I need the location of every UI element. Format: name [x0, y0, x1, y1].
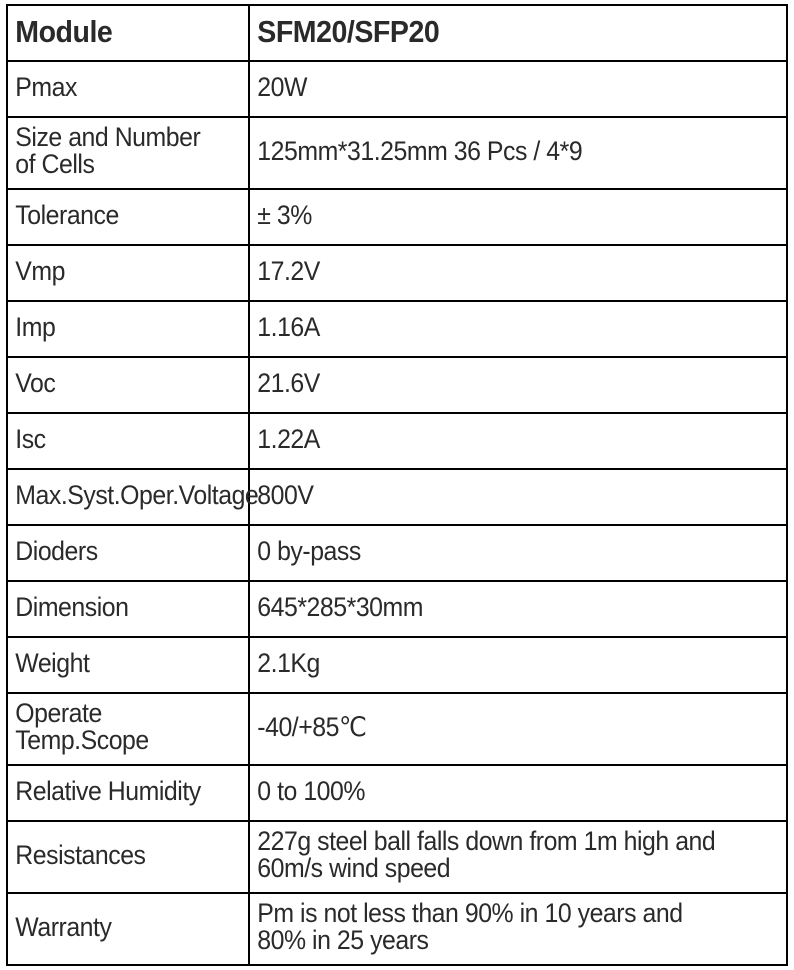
- row-value: 0 by-pass: [249, 525, 744, 581]
- row-label: Relative Humidity: [7, 765, 229, 821]
- row-label: Size and Number of Cells: [7, 117, 229, 189]
- spec-table-container: Module SFM20/SFP20 Pmax 20W Size and Num…: [0, 0, 794, 970]
- row-value: 1.16A: [249, 301, 744, 357]
- table-row: Isc 1.22A: [7, 413, 787, 469]
- table-row: Tolerance ± 3%: [7, 189, 787, 245]
- row-label: Voc: [7, 357, 229, 413]
- row-value: 645*285*30mm: [249, 581, 744, 637]
- table-header-row: Module SFM20/SFP20: [7, 5, 787, 61]
- row-value: -40/+85℃: [249, 693, 744, 765]
- table-row: Weight 2.1Kg: [7, 637, 787, 693]
- row-label: Max.Syst.Oper.Voltage: [7, 469, 229, 525]
- row-label: Imp: [7, 301, 229, 357]
- row-label: Operate Temp.Scope: [7, 693, 229, 765]
- table-row: Operate Temp.Scope -40/+85℃: [7, 693, 787, 765]
- row-label: Warranty: [7, 893, 229, 965]
- table-row: Imp 1.16A: [7, 301, 787, 357]
- row-label: Resistances: [7, 821, 229, 893]
- row-label: Weight: [7, 637, 229, 693]
- row-value: ± 3%: [249, 189, 744, 245]
- row-value: Pm is not less than 90% in 10 years and …: [249, 893, 744, 965]
- row-label: Dioders: [7, 525, 229, 581]
- row-label: Isc: [7, 413, 229, 469]
- row-value: 227g steel ball falls down from 1m high …: [249, 821, 744, 893]
- spec-table-body: Module SFM20/SFP20 Pmax 20W Size and Num…: [7, 5, 787, 965]
- row-value: 800V: [249, 469, 744, 525]
- table-row: Resistances 227g steel ball falls down f…: [7, 821, 787, 893]
- row-value: 2.1Kg: [249, 637, 744, 693]
- table-row: Relative Humidity 0 to 100%: [7, 765, 787, 821]
- row-value: 125mm*31.25mm 36 Pcs / 4*9: [249, 117, 744, 189]
- row-value: 1.22A: [249, 413, 744, 469]
- table-row: Vmp 17.2V: [7, 245, 787, 301]
- spec-table: Module SFM20/SFP20 Pmax 20W Size and Num…: [6, 4, 788, 966]
- row-label: Pmax: [7, 61, 229, 117]
- row-value: 20W: [249, 61, 744, 117]
- row-label: Dimension: [7, 581, 229, 637]
- header-label: Module: [7, 5, 229, 61]
- table-row: Pmax 20W: [7, 61, 787, 117]
- table-row: Warranty Pm is not less than 90% in 10 y…: [7, 893, 787, 965]
- row-value: 17.2V: [249, 245, 744, 301]
- row-label: Vmp: [7, 245, 229, 301]
- table-row: Dioders 0 by-pass: [7, 525, 787, 581]
- table-row: Size and Number of Cells 125mm*31.25mm 3…: [7, 117, 787, 189]
- row-value: 0 to 100%: [249, 765, 744, 821]
- row-value: 21.6V: [249, 357, 744, 413]
- table-row: Voc 21.6V: [7, 357, 787, 413]
- table-row: Dimension 645*285*30mm: [7, 581, 787, 637]
- header-value: SFM20/SFP20: [249, 5, 744, 61]
- table-row: Max.Syst.Oper.Voltage 800V: [7, 469, 787, 525]
- row-label: Tolerance: [7, 189, 229, 245]
